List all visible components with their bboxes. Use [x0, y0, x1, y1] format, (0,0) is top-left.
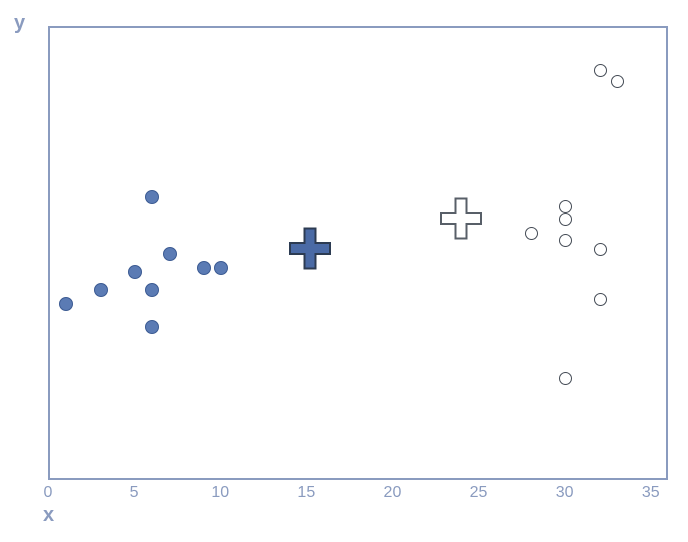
x-tick-label: 20 — [384, 484, 402, 502]
cluster-a-point — [94, 283, 108, 297]
cluster-b-point — [525, 227, 538, 240]
cluster-a-point — [214, 261, 228, 275]
centroid-b-centroid — [437, 195, 485, 248]
plot-area — [48, 26, 668, 480]
x-tick-label: 0 — [44, 484, 53, 502]
cluster-b-point — [611, 75, 624, 88]
cluster-b-point — [594, 293, 607, 306]
x-tick-label: 35 — [642, 484, 660, 502]
x-tick-label: 5 — [130, 484, 139, 502]
centroid-a-centroid — [286, 224, 334, 277]
x-tick-label: 25 — [470, 484, 488, 502]
cluster-b-point — [594, 64, 607, 77]
y-axis-label: y — [14, 12, 25, 35]
cluster-b-point — [559, 234, 572, 247]
cluster-a-point — [197, 261, 211, 275]
cluster-a-point — [145, 320, 159, 334]
x-tick-label: 30 — [556, 484, 574, 502]
chart-container: y 0 5 10 15 20 25 30 35 x — [0, 0, 688, 542]
cluster-b-point — [594, 243, 607, 256]
x-axis-label: x — [43, 504, 54, 527]
cluster-b-point — [559, 200, 572, 213]
x-tick-label: 15 — [297, 484, 315, 502]
x-tick-label: 10 — [211, 484, 229, 502]
cluster-a-point — [163, 247, 177, 261]
